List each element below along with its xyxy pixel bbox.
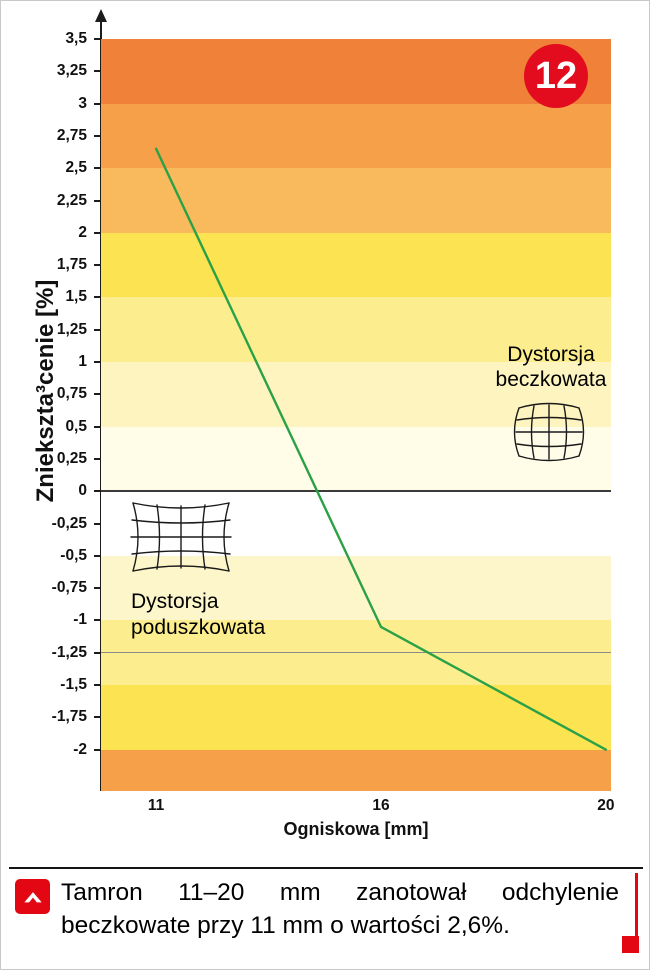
chart-band: [101, 103, 611, 169]
caption-corner-square: [622, 936, 639, 953]
y-tick-mark: [94, 619, 101, 622]
figure-number-badge: 12: [524, 44, 588, 108]
x-axis-title: Ogniskowa [mm]: [283, 819, 429, 839]
series-polyline: [154, 147, 608, 751]
y-tick-label: -1: [73, 611, 87, 629]
chevron-up-icon: [23, 891, 42, 902]
y-tick-mark: [94, 70, 101, 73]
chart-band: [101, 297, 611, 362]
pincushion-label-line2: poduszkowata: [131, 616, 266, 639]
y-tick-mark: [94, 522, 101, 525]
reference-line: [101, 652, 611, 654]
y-tick-mark: [94, 231, 101, 234]
y-tick-label: 0: [78, 482, 87, 500]
reference-line: [101, 490, 611, 493]
y-tick-mark: [94, 587, 101, 590]
y-tick-label: 1,75: [56, 256, 87, 274]
caption-right-rule: [635, 873, 638, 953]
y-tick-mark: [94, 328, 101, 331]
y-tick-mark: [94, 296, 101, 299]
y-tick-label: 3,25: [56, 62, 87, 80]
y-tick-label: -2: [73, 740, 87, 758]
y-tick-label: 1: [78, 353, 87, 371]
x-tick-label: 16: [372, 797, 390, 814]
chart-band: [101, 426, 611, 492]
y-tick-label: 1,25: [56, 320, 87, 338]
y-tick-label: 0,25: [56, 449, 87, 467]
barrel-label-line1: Dystorsja: [507, 343, 595, 366]
chart-band: [101, 685, 611, 750]
y-tick-mark: [94, 199, 101, 202]
x-tick-label: 11: [147, 797, 165, 814]
y-tick-label: 2,25: [56, 191, 87, 209]
y-tick-mark: [94, 457, 101, 460]
y-tick-label: 1,5: [65, 288, 87, 306]
pincushion-label-line1: Dystorsja: [131, 590, 219, 613]
y-tick-mark: [94, 38, 101, 40]
chart-band: [101, 168, 611, 233]
y-tick-label: -0,25: [51, 514, 87, 532]
distortion-line: [154, 147, 608, 751]
y-axis-arrow-icon: [95, 9, 107, 22]
y-tick-label: -0,75: [51, 579, 87, 597]
barrel-distortion-label: Dystorsja beczkowata: [451, 342, 649, 392]
y-tick-label: 2: [78, 223, 87, 241]
caption-text: Tamron 11–20 mm zanotował odchylenie bec…: [61, 876, 619, 942]
y-tick-mark: [94, 264, 101, 267]
caption-separator: [9, 867, 643, 869]
y-tick-label: -0,5: [60, 546, 87, 564]
y-tick-mark: [94, 134, 101, 137]
barrel-label-line2: beczkowata: [495, 368, 607, 391]
y-tick-mark: [94, 748, 101, 751]
pincushion-distortion-icon: [130, 502, 232, 572]
y-tick-mark: [94, 684, 101, 687]
caption-line1: Tamron 11–20 mm zanotował odchylenie: [61, 879, 619, 906]
y-tick-mark: [94, 490, 101, 493]
x-tick-label: 20: [597, 797, 615, 814]
chart-band: [101, 749, 611, 791]
pincushion-distortion-label: Dystorsja poduszkowata: [131, 589, 265, 641]
y-tick-mark: [94, 554, 101, 557]
y-tick-mark: [94, 167, 101, 170]
y-tick-label: 3: [78, 94, 87, 112]
y-tick-label: -1,25: [51, 643, 87, 661]
y-tick-label: 2,5: [65, 159, 87, 177]
barrel-distortion-icon: [513, 402, 585, 462]
y-tick-mark: [94, 393, 101, 396]
caption-marker: [15, 879, 50, 914]
caption-line2: beczkowate przy 11 mm o wartości 2,6%.: [61, 912, 510, 939]
y-axis-ticks: 3,5 3,25 3 2,75 2,5 2,25 2 1,75 1,5 1,25 1 0,75 0,5 0…: [1, 30, 101, 791]
chart-band: [101, 232, 611, 298]
y-tick-mark: [94, 361, 101, 364]
y-tick-label: 0,75: [56, 385, 87, 403]
x-axis-ticks: 11 16 20: [101, 797, 615, 817]
y-tick-mark: [94, 102, 101, 105]
y-tick-mark: [94, 716, 101, 719]
y-tick-label: 0,5: [65, 417, 87, 435]
chart-band: [101, 362, 611, 427]
y-tick-mark: [94, 651, 101, 654]
y-tick-label: 2,75: [56, 126, 87, 144]
y-tick-label: 3,5: [65, 30, 87, 47]
y-tick-label: -1,5: [60, 676, 87, 694]
y-tick-label: -1,75: [51, 708, 87, 726]
y-tick-mark: [94, 425, 101, 428]
